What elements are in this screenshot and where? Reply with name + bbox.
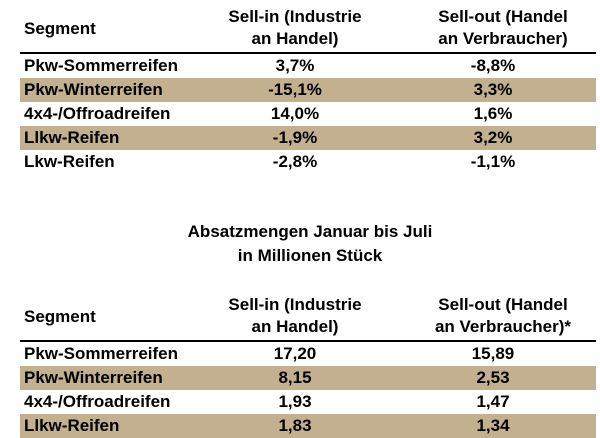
- header-sellin: Sell-in (Industrie an Handel): [210, 294, 380, 338]
- caption-line1: Absatzmengen Januar bis Juli: [187, 222, 433, 241]
- header-sellin-line2: an Handel): [251, 29, 339, 48]
- table-header: Segment Sell-in (Industrie an Handel) Se…: [20, 4, 596, 54]
- sellout-cell: 1,47: [476, 392, 510, 411]
- table-row: Lkw-Reifen -2,8% -1,1%: [20, 150, 596, 174]
- header-segment: Segment: [24, 307, 96, 326]
- sellout-cell: 2,53: [476, 368, 510, 387]
- sellin-cell: -2,8%: [272, 152, 318, 171]
- segment-cell: Llkw-Reifen: [24, 128, 120, 147]
- segment-cell: Pkw-Winterreifen: [24, 368, 163, 387]
- sellout-cell: 3,3%: [473, 80, 513, 99]
- sellout-cell: 15,89: [471, 344, 515, 363]
- sellout-cell: -1,1%: [470, 152, 516, 171]
- caption-line2: in Millionen Stück: [237, 246, 383, 265]
- sellin-cell: 3,7%: [275, 56, 315, 75]
- segment-cell: 4x4-/Offroadreifen: [24, 392, 171, 411]
- sellin-cell: 8,15: [278, 368, 312, 387]
- section-caption: Absatzmengen Januar bis Juli in Millione…: [100, 220, 520, 268]
- segment-cell: 4x4-/Offroadreifen: [24, 104, 171, 123]
- table-row: Pkw-Sommerreifen 17,20 15,89: [20, 342, 596, 366]
- sellin-cell: -15,1%: [268, 80, 322, 99]
- header-sellout-line1: Sell-out (Handel: [438, 295, 568, 314]
- table-volumes: Segment Sell-in (Industrie an Handel) Se…: [20, 292, 596, 438]
- header-sellin-line2: an Handel): [251, 317, 339, 336]
- sellout-cell: -8,8%: [470, 56, 516, 75]
- table-row: Pkw-Sommerreifen 3,7% -8,8%: [20, 54, 596, 78]
- header-sellout: Sell-out (Handel an Verbraucher)*: [410, 294, 596, 338]
- segment-cell: Pkw-Sommerreifen: [24, 344, 178, 363]
- segment-cell: Pkw-Sommerreifen: [24, 56, 178, 75]
- table-header: Segment Sell-in (Industrie an Handel) Se…: [20, 292, 596, 342]
- sellin-cell: 14,0%: [270, 104, 320, 123]
- segment-cell: Pkw-Winterreifen: [24, 80, 163, 99]
- sellin-cell: 1,93: [278, 392, 312, 411]
- segment-cell: Lkw-Reifen: [24, 152, 115, 171]
- sellout-cell: 3,2%: [473, 128, 513, 147]
- header-sellout: Sell-out (Handel an Verbraucher): [410, 6, 596, 50]
- segment-cell: Llkw-Reifen: [24, 416, 120, 435]
- header-sellin-line1: Sell-in (Industrie: [228, 7, 362, 26]
- table-body: Pkw-Sommerreifen 3,7% -8,8% Pkw-Winterreife…: [20, 54, 596, 174]
- header-sellout-line2: an Verbraucher): [438, 29, 568, 48]
- table-row: Llkw-Reifen 1,83 1,34: [20, 414, 596, 438]
- table-row: Pkw-Winterreifen -15,1% 3,3%: [20, 78, 596, 102]
- table-row: 4x4-/Offroadreifen 1,93 1,47: [20, 390, 596, 414]
- header-sellin: Sell-in (Industrie an Handel): [210, 6, 380, 50]
- table-body: Pkw-Sommerreifen 17,20 15,89 Pkw-Winterreif…: [20, 342, 596, 438]
- header-sellin-line1: Sell-in (Industrie: [228, 295, 362, 314]
- table-row: Llkw-Reifen -1,9% 3,2%: [20, 126, 596, 150]
- sellout-cell: 1,34: [476, 416, 510, 435]
- sellout-cell: 1,6%: [473, 104, 513, 123]
- header-sellout-line1: Sell-out (Handel: [438, 7, 568, 26]
- table-percent-change: Segment Sell-in (Industrie an Handel) Se…: [20, 4, 596, 174]
- table-row: 4x4-/Offroadreifen 14,0% 1,6%: [20, 102, 596, 126]
- sellin-cell: 17,20: [273, 344, 317, 363]
- header-sellout-line2: an Verbraucher)*: [434, 317, 572, 336]
- table-row: Pkw-Winterreifen 8,15 2,53: [20, 366, 596, 390]
- sellin-cell: 1,83: [278, 416, 312, 435]
- sellin-cell: -1,9%: [272, 128, 318, 147]
- header-segment: Segment: [24, 19, 96, 38]
